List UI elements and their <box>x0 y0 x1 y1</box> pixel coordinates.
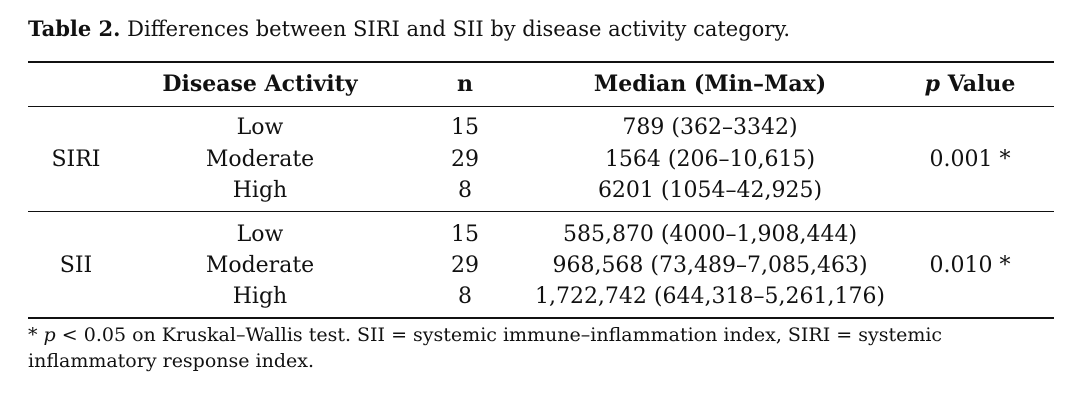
bottom-rule <box>28 317 1054 319</box>
footnote-p-symbol: p <box>43 324 56 346</box>
table-cell-activity: Low <box>236 115 284 140</box>
table-title: Differences between SIRI and SII by dise… <box>127 17 791 41</box>
group-divider-rule <box>28 211 1054 212</box>
table-cell-activity: Low <box>236 222 284 247</box>
group-label-sii: SII <box>59 253 93 278</box>
p-value-sii: 0.010 * <box>929 253 1011 278</box>
table-cell-activity: Moderate <box>205 253 315 278</box>
header-p-value: p Value <box>905 69 1035 99</box>
header-p-symbol: p <box>924 71 941 97</box>
header-median: Median (Min–Max) <box>593 71 827 97</box>
table-cell-median: 1,722,742 (644,318–5,261,176) <box>534 284 886 309</box>
table-cell-median: 6201 (1054–42,925) <box>597 178 823 203</box>
header-n: n <box>457 71 473 97</box>
table-cell-activity: High <box>232 284 288 309</box>
table-cell-median: 789 (362–3342) <box>622 115 798 140</box>
footnote-text: < 0.05 on Kruskal–Wallis test. SII = sys… <box>28 324 943 372</box>
table-cell-median: 585,870 (4000–1,908,444) <box>562 222 858 247</box>
table-cell-n: 29 <box>451 147 479 172</box>
table-label: Table 2. <box>28 16 121 41</box>
table-caption: Table 2. Differences between SIRI and SI… <box>28 14 1058 44</box>
table-cell-n: 8 <box>458 284 472 309</box>
table-cell-activity: High <box>232 178 288 203</box>
table-cell-n: 8 <box>458 178 472 203</box>
table-cell-activity: Moderate <box>205 147 315 172</box>
header-disease-activity: Disease Activity <box>162 71 358 97</box>
table-cell-median: 968,568 (73,489–7,085,463) <box>552 253 868 278</box>
table-footnote: * p < 0.05 on Kruskal–Wallis test. SII =… <box>28 322 1058 374</box>
footnote-star: * <box>28 324 38 346</box>
table-cell-median: 1564 (206–10,615) <box>604 147 816 172</box>
header-p-word: Value <box>947 71 1016 97</box>
header-rule <box>28 106 1054 107</box>
table-cell-n: 15 <box>451 115 479 140</box>
group-label-siri: SIRI <box>51 147 101 172</box>
p-value-siri: 0.001 * <box>929 147 1011 172</box>
top-rule <box>28 61 1054 63</box>
table-cell-n: 29 <box>451 253 479 278</box>
table-cell-n: 15 <box>451 222 479 247</box>
